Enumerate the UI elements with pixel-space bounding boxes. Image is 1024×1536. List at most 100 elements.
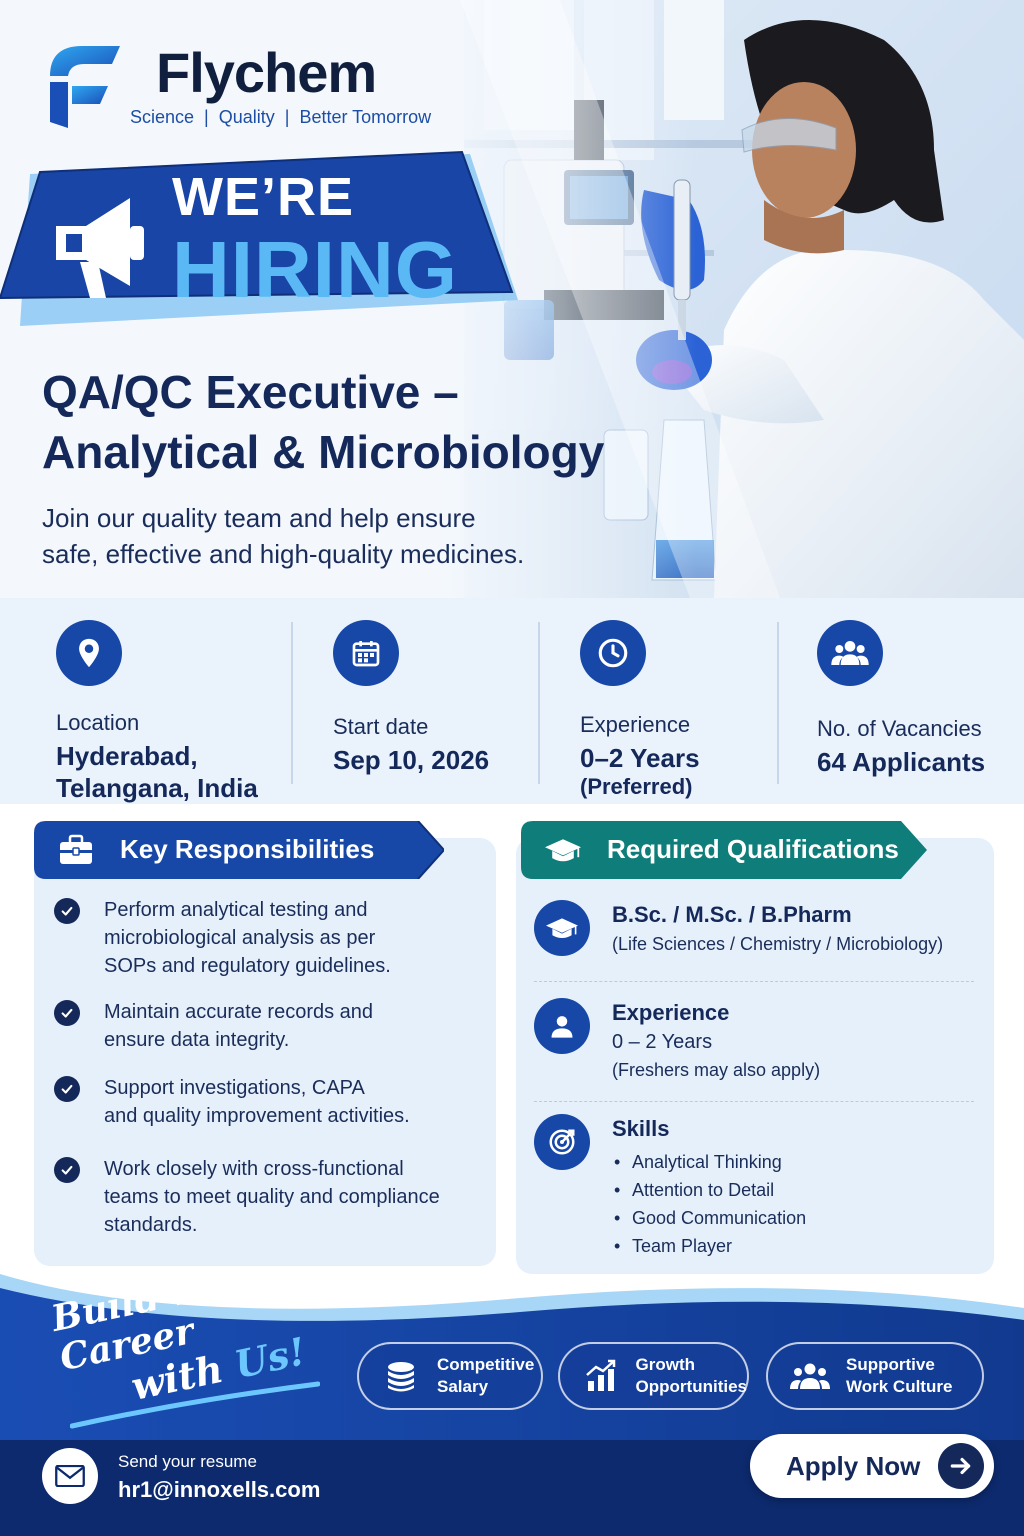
people-icon (817, 620, 883, 686)
start-date-label: Start date (333, 714, 429, 739)
info-experience: Experience 0–2 Years (Preferred) (580, 620, 700, 799)
tagline-separator: | (284, 107, 290, 127)
info-location: Location Hyderabad, Telangana, India (56, 620, 258, 803)
experience-value: 0–2 Years (580, 743, 700, 773)
graduation-cap-icon (545, 839, 581, 862)
job-title-line-1: QA/QC Executive – (42, 366, 459, 418)
responsibility-item: Perform analytical testing and microbiol… (54, 896, 474, 980)
hero-section: Flychem Science | Quality | Better Tomor… (0, 0, 1024, 598)
tagline-better-tomorrow: Better Tomorrow (299, 107, 432, 127)
info-divider (777, 622, 779, 784)
vacancies-label: No. of Vacancies (817, 716, 982, 741)
email-link[interactable]: hr1@innoxells.com (118, 1477, 321, 1502)
hiring-headline: WE’RE HIRING (172, 170, 458, 310)
target-icon (534, 1114, 590, 1170)
apply-now-label: Apply Now (786, 1450, 921, 1481)
send-resume-label: Send your resume (118, 1452, 257, 1471)
job-subtitle-line-2: safe, effective and high-quality medicin… (42, 539, 525, 569)
info-divider (538, 622, 540, 784)
responsibilities-card (34, 838, 496, 1266)
responsibilities-heading: Key Responsibilities (120, 834, 375, 864)
experience-years: 0 – 2 Years (612, 1031, 713, 1053)
benefit-text: Supportive Work Culture (846, 1354, 952, 1398)
responsibility-text: Perform analytical testing and microbiol… (104, 896, 474, 980)
benefit-supportive-culture: Supportive Work Culture (766, 1342, 984, 1410)
check-icon (54, 1000, 80, 1026)
location-value-line-1: Hyderabad, (56, 741, 198, 771)
responsibility-line: ensure data integrity. (104, 1029, 290, 1051)
responsibility-line: standards. (104, 1214, 198, 1236)
job-info-strip: Location Hyderabad, Telangana, India Sta… (0, 598, 1024, 804)
hiring-line-2: HIRING (172, 225, 458, 314)
qualification-degree-body: B.Sc. / M.Sc. / B.Pharm (Life Sciences /… (612, 900, 982, 958)
growth-chart-icon (580, 1356, 622, 1396)
briefcase-icon (60, 834, 92, 864)
experience-note: (Preferred) (580, 774, 693, 799)
responsibility-line: Support investigations, CAPA (104, 1077, 365, 1099)
tagline-science: Science (130, 107, 195, 127)
info-vacancies: No. of Vacancies 64 Applicants (817, 620, 985, 790)
flychem-logo-icon (50, 46, 120, 128)
info-start-date: Start date Sep 10, 2026 (333, 620, 489, 790)
check-icon (54, 1157, 80, 1183)
responsibility-line: Maintain accurate records and (104, 1001, 374, 1023)
responsibility-text: Work closely with cross-functional teams… (104, 1155, 474, 1239)
benefit-competitive-salary: Competitive Salary (357, 1342, 543, 1410)
job-subtitle: Join our quality team and help ensure sa… (42, 500, 524, 572)
arrow-right-icon (938, 1443, 984, 1489)
qualification-divider (534, 1101, 974, 1102)
responsibility-text: Support investigations, CAPA and quality… (104, 1074, 474, 1130)
skill-item: Team Player (612, 1232, 982, 1260)
responsibility-line: Perform analytical testing and (104, 899, 368, 921)
info-divider (291, 622, 293, 784)
skills-title: Skills (612, 1116, 670, 1141)
team-icon (788, 1356, 832, 1396)
experience-label: Experience (580, 712, 691, 737)
job-title-line-2: Analytical & Microbiology (42, 426, 605, 478)
responsibility-text: Maintain accurate records and ensure dat… (104, 998, 474, 1054)
responsibility-item: Support investigations, CAPA and quality… (54, 1074, 474, 1130)
benefit-line: Competitive (437, 1355, 535, 1374)
location-label: Location (56, 710, 140, 735)
responsibility-line: and quality improvement activities. (104, 1105, 410, 1127)
skill-item: Analytical Thinking (612, 1148, 982, 1176)
experience-title: Experience (612, 1000, 730, 1025)
person-icon (534, 998, 590, 1054)
degree-title: B.Sc. / M.Sc. / B.Pharm (612, 902, 852, 927)
skills-list: Analytical Thinking Attention to Detail … (612, 1148, 982, 1260)
tagline-quality: Quality (218, 107, 275, 127)
job-title: QA/QC Executive – Analytical & Microbiol… (42, 362, 604, 482)
qualifications-heading: Required Qualifications (607, 834, 899, 864)
responsibility-line: microbiological analysis as per (104, 927, 376, 949)
degree-detail: (Life Sciences / Chemistry / Microbiolog… (612, 934, 944, 954)
qualification-divider (534, 981, 974, 982)
skill-item: Attention to Detail (612, 1176, 982, 1204)
slogan-swoosh (70, 1381, 320, 1429)
location-value: Hyderabad, Telangana, India (56, 740, 258, 804)
hero-diagonal-highlight (460, 0, 780, 598)
apply-now-button[interactable]: Apply Now (750, 1434, 994, 1498)
responsibility-line: SOPs and regulatory guidelines. (104, 955, 391, 977)
benefit-text: Competitive Salary (437, 1354, 534, 1398)
mail-icon (42, 1448, 98, 1504)
responsibility-line: teams to meet quality and compliance (104, 1186, 440, 1208)
brand-name: Flychem (156, 41, 377, 104)
calendar-icon (333, 620, 399, 686)
vacancies-value: 64 Applicants (817, 747, 986, 777)
location-pin-icon (56, 620, 122, 686)
job-subtitle-line-1: Join our quality team and help ensure (42, 503, 476, 533)
brand-tagline: Science | Quality | Better Tomorrow (130, 107, 431, 128)
responsibility-item: Maintain accurate records and ensure dat… (54, 998, 474, 1054)
check-icon (54, 898, 80, 924)
benefit-growth-opportunities: Growth Opportunities (558, 1342, 749, 1410)
benefit-text: Growth Opportunities (636, 1354, 747, 1398)
location-value-line-2: Telangana, India (56, 773, 258, 803)
tagline-separator: | (204, 107, 209, 127)
benefit-line: Growth (635, 1355, 696, 1374)
responsibility-item: Work closely with cross-functional teams… (54, 1155, 474, 1239)
benefit-line: Supportive (846, 1355, 935, 1374)
benefit-line: Salary (437, 1377, 489, 1396)
graduation-cap-icon (534, 900, 590, 956)
coins-icon (379, 1356, 423, 1396)
